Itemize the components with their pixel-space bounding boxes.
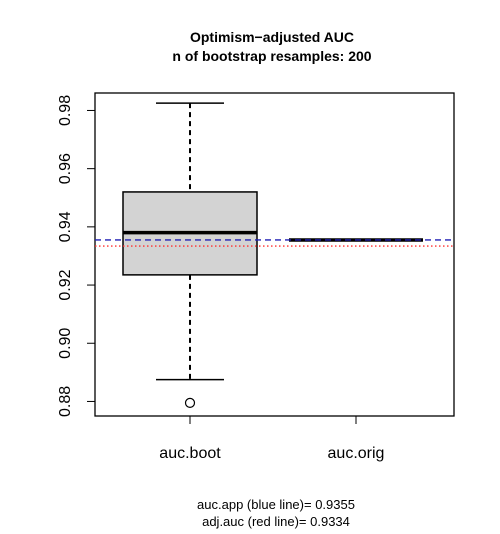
outlier-auc-boot (184, 397, 196, 409)
y-tick-label: 0.90 (57, 328, 74, 359)
x-tick-label-auc-orig: auc.orig (328, 445, 385, 462)
plot-frame (94, 92, 455, 417)
y-tick-label: 0.96 (57, 153, 74, 184)
y-tick-label: 0.94 (57, 211, 74, 242)
chart-title: Optimism−adjusted AUC (190, 29, 354, 45)
y-tick-label: 0.88 (57, 386, 74, 417)
annotation-adj-auc: adj.auc (red line)= 0.9334 (202, 514, 350, 529)
annotation-auc-app: auc.app (blue line)= 0.9355 (197, 497, 355, 512)
chart-subtitle: n of bootstrap resamples: 200 (172, 48, 371, 64)
y-tick-label: 0.92 (57, 269, 74, 300)
x-tick-label-auc-boot: auc.boot (159, 445, 221, 462)
y-tick-label: 0.98 (57, 95, 74, 126)
plot-area: 0.88 0.90 0.92 0.94 0.96 0.98 auc.boot auc.orig (57, 92, 455, 462)
